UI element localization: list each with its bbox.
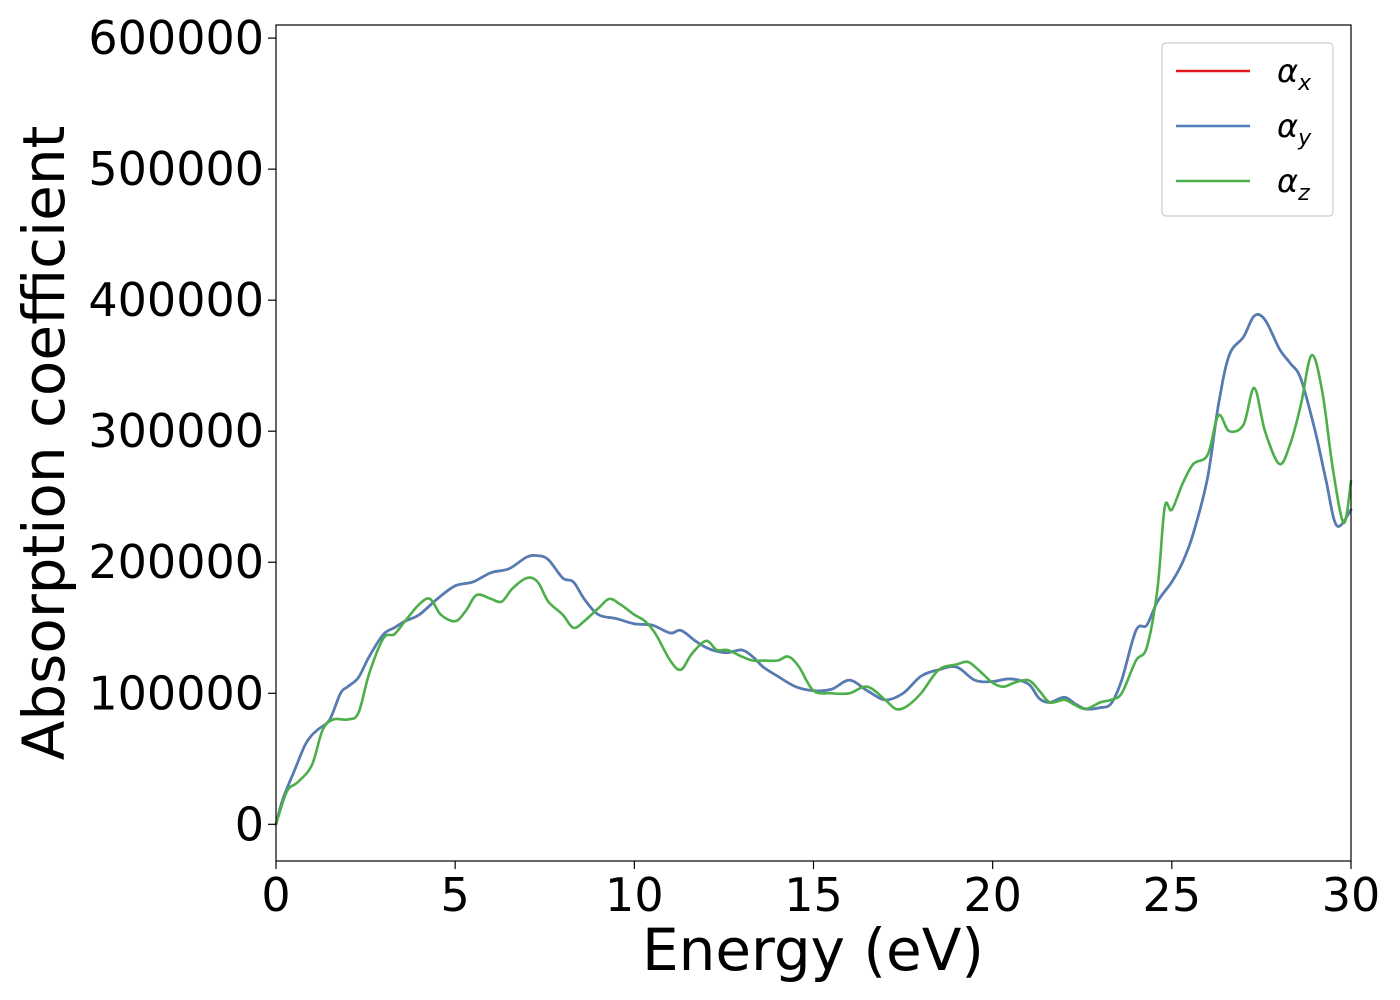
y-tick-label: 400000 xyxy=(88,273,264,327)
y-tick-label: 500000 xyxy=(88,142,264,196)
x-tick-label: 20 xyxy=(963,868,1022,922)
x-tick-label: 15 xyxy=(784,868,843,922)
y-axis: 0 100000 200000 300000 400000 500000 600000 xyxy=(88,11,276,851)
x-axis-label: Energy (eV) xyxy=(642,916,984,984)
y-tick-label: 200000 xyxy=(88,535,264,589)
series-layer xyxy=(274,313,1353,826)
y-tick-label: 100000 xyxy=(88,666,264,720)
y-axis-label: Absorption coefficient xyxy=(10,126,78,761)
x-tick-label: 0 xyxy=(261,868,290,922)
x-tick-label: 30 xyxy=(1322,868,1381,922)
x-tick-label: 25 xyxy=(1143,868,1202,922)
y-tick-label: 300000 xyxy=(88,404,264,458)
legend-box xyxy=(1161,42,1334,217)
x-tick-label: 10 xyxy=(605,868,664,922)
y-tick-label: 600000 xyxy=(88,11,264,65)
x-axis: 0 5 10 15 20 25 30 xyxy=(261,861,1380,922)
y-tick-label: 0 xyxy=(235,797,264,851)
x-tick-label: 5 xyxy=(441,868,470,922)
series-line-z xyxy=(274,353,1353,826)
series-line-y xyxy=(274,313,1353,826)
